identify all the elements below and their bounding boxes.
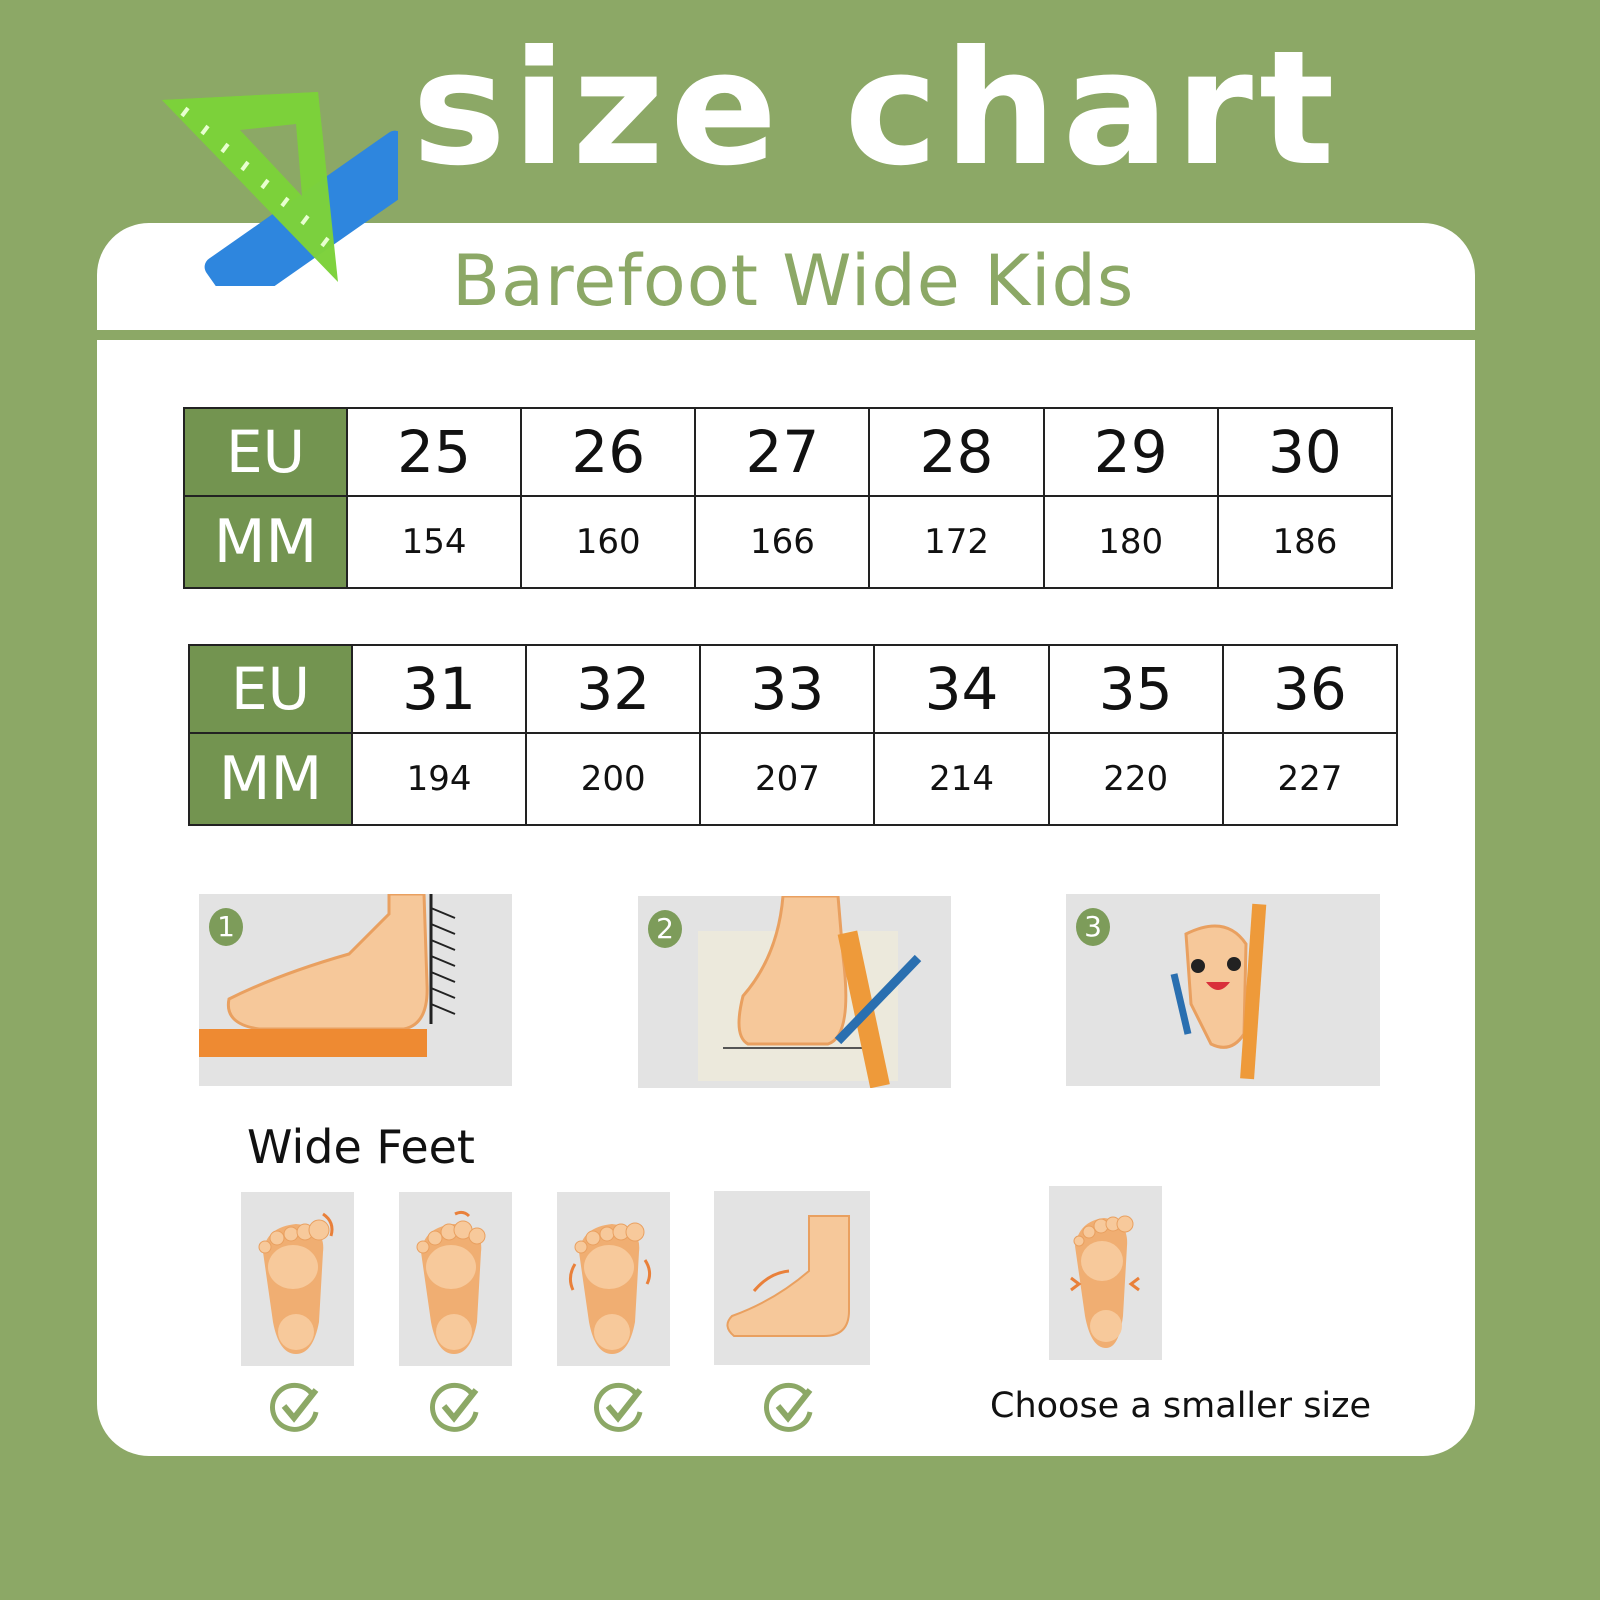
- eu-label: EU: [188, 644, 353, 734]
- smaller-size-note: Choose a smaller size: [990, 1386, 1372, 1426]
- foot-character-illustration: [1170, 903, 1267, 1080]
- step-1-image: 1: [199, 892, 512, 1086]
- mm-cell: 200: [525, 732, 702, 826]
- mm-cell: 220: [1047, 732, 1224, 826]
- mm-label: MM: [183, 495, 348, 589]
- step-3-image: 3: [1066, 894, 1380, 1086]
- wide-feet-label: Wide Feet: [247, 1120, 475, 1174]
- check-circle-icon: [270, 1382, 319, 1432]
- eu-cell: 27: [694, 407, 871, 497]
- step-2-image: 2: [638, 894, 951, 1089]
- eu-cell: 34: [873, 644, 1050, 734]
- mm-label: MM: [188, 732, 353, 826]
- eu-cell: 25: [345, 407, 523, 497]
- eu-cell: 31: [350, 644, 528, 734]
- mm-cell: 172: [868, 495, 1045, 589]
- narrow-foot-image: [1049, 1186, 1162, 1360]
- eu-cell: 36: [1221, 644, 1399, 734]
- mm-row: MM 194 200 207 214 220 227: [188, 732, 1399, 826]
- foot-type-image: [714, 1191, 870, 1365]
- eu-cell: 33: [699, 644, 876, 734]
- size-table-2: EU 31 32 33 34 35 36 MM 194 200 207 214 …: [188, 644, 1399, 826]
- mm-cell: 166: [694, 495, 871, 589]
- mm-cell: 207: [699, 732, 876, 826]
- step-number: 3: [1076, 908, 1110, 946]
- check-circle-icon: [430, 1382, 479, 1432]
- mm-cell: 186: [1216, 495, 1394, 589]
- foot-trace-illustration: [698, 894, 922, 1089]
- mm-cell: 180: [1042, 495, 1219, 589]
- product-subtitle: Barefoot Wide Kids: [452, 240, 1135, 322]
- page-title: size chart: [412, 17, 1341, 201]
- foot-sole-narrow-icon: [1070, 1215, 1140, 1348]
- foot-sole-icon: [568, 1222, 652, 1354]
- size-table-1: EU 25 26 27 28 29 30 MM 154 160 166 172 …: [183, 407, 1394, 589]
- step-number: 1: [209, 908, 243, 946]
- foot-side-ruler-illustration: [199, 892, 456, 1057]
- mm-cell: 194: [350, 732, 528, 826]
- mm-cell: 160: [520, 495, 697, 589]
- foot-side-icon: [726, 1215, 850, 1337]
- check-circle-icon: [594, 1382, 643, 1432]
- foot-type-image: [557, 1192, 670, 1366]
- step-number: 2: [648, 910, 682, 948]
- eu-cell: 29: [1042, 407, 1219, 497]
- check-circle-icon: [764, 1382, 813, 1432]
- foot-type-image: [241, 1192, 354, 1366]
- foot-sole-icon: [416, 1210, 486, 1354]
- mm-cell: 214: [873, 732, 1050, 826]
- eu-label: EU: [183, 407, 348, 497]
- mm-cell: 154: [345, 495, 523, 589]
- eu-cell: 26: [520, 407, 697, 497]
- foot-type-image: [399, 1192, 512, 1366]
- eu-row: EU 31 32 33 34 35 36: [188, 644, 1399, 734]
- eu-row: EU 25 26 27 28 29 30: [183, 407, 1394, 497]
- foot-sole-icon: [258, 1212, 334, 1354]
- eu-cell: 28: [868, 407, 1045, 497]
- eu-cell: 32: [525, 644, 702, 734]
- mm-cell: 227: [1221, 732, 1399, 826]
- divider: [97, 330, 1475, 340]
- mm-row: MM 154 160 166 172 180 186: [183, 495, 1394, 589]
- eu-cell: 30: [1216, 407, 1394, 497]
- eu-cell: 35: [1047, 644, 1224, 734]
